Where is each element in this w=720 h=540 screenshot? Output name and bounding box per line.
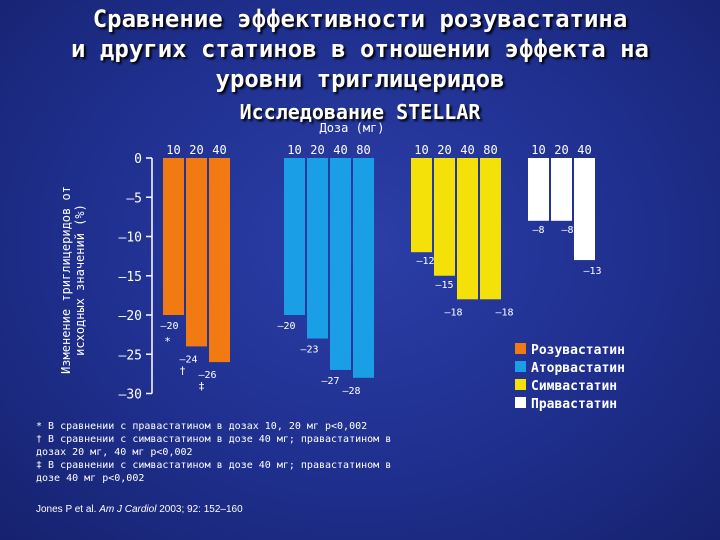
y-tick-label: –25 bbox=[119, 348, 142, 363]
y-tick-label: –5 bbox=[126, 191, 142, 206]
bar-Розувастатин bbox=[186, 158, 207, 347]
source-journal: Am J Cardiol bbox=[99, 504, 157, 515]
legend-swatch bbox=[515, 397, 526, 408]
title-line-3: уровни триглицеридов bbox=[215, 65, 505, 93]
value-label: –24 bbox=[179, 354, 197, 365]
source-suffix: 2003; 92: 152–160 bbox=[156, 504, 243, 515]
y-axis-label: Изменение триглицеридов от bbox=[59, 186, 73, 374]
source-citation: Jones P et al. Am J Cardiol 2003; 92: 15… bbox=[36, 504, 243, 515]
value-label: –18 bbox=[495, 307, 513, 318]
dose-label: 40 bbox=[333, 143, 347, 157]
value-label: –8 bbox=[561, 225, 573, 236]
bar-Правастатин bbox=[551, 158, 572, 221]
dose-label: 10 bbox=[414, 143, 428, 157]
bar-Аторвастатин bbox=[284, 158, 305, 315]
title-line-2: и других статинов в отношении эффекта на bbox=[71, 35, 649, 63]
value-label: –23 bbox=[300, 345, 318, 356]
bar-Симвастатин bbox=[457, 158, 478, 300]
dose-label: 10 bbox=[287, 143, 301, 157]
dose-label: 10 bbox=[531, 143, 545, 157]
dose-label: 20 bbox=[310, 143, 324, 157]
value-label: –20 bbox=[160, 321, 178, 332]
title-line-1: Сравнение эффективности розувастатина bbox=[92, 5, 628, 33]
bar-Симвастатин bbox=[411, 158, 432, 253]
dose-label: 40 bbox=[577, 143, 591, 157]
y-tick-label: –30 bbox=[119, 388, 142, 403]
bar-Симвастатин bbox=[434, 158, 455, 276]
significance-marker: * bbox=[164, 335, 171, 348]
legend-label: Правастатин bbox=[531, 397, 617, 412]
value-label: –8 bbox=[532, 225, 544, 236]
value-label: –28 bbox=[342, 386, 360, 397]
significance-marker: ‡ bbox=[198, 380, 205, 393]
value-label: –20 bbox=[277, 321, 295, 332]
y-axis-label: исходных значений (%) bbox=[73, 204, 87, 356]
y-tick-label: –10 bbox=[119, 231, 142, 246]
legend-label: Розувастатин bbox=[531, 343, 625, 358]
dose-label: 80 bbox=[356, 143, 370, 157]
y-tick-label: –20 bbox=[119, 309, 142, 324]
legend-swatch bbox=[515, 379, 526, 390]
value-label: –15 bbox=[435, 280, 453, 291]
dose-label: 20 bbox=[189, 143, 203, 157]
footnote-2: † В сравнении с симвастатином в дозе 40 … bbox=[36, 434, 392, 458]
significance-marker: † bbox=[179, 364, 186, 377]
bar-Аторвастатин bbox=[307, 158, 328, 339]
bar-Аторвастатин bbox=[330, 158, 351, 370]
bar-Симвастатин bbox=[480, 158, 501, 300]
y-tick-label: –15 bbox=[119, 270, 142, 285]
dose-label: 80 bbox=[483, 143, 497, 157]
bar-Правастатин bbox=[574, 158, 595, 261]
dose-label: 40 bbox=[460, 143, 474, 157]
bar-chart: 0 –5 –10 –15 –20 –25 –30 Изменение триглицеридо… bbox=[59, 121, 625, 412]
source-prefix: Jones P et al. bbox=[36, 504, 100, 515]
bar-Правастатин bbox=[528, 158, 549, 221]
value-label: –18 bbox=[444, 307, 462, 318]
value-label: –27 bbox=[321, 376, 339, 387]
legend-label: Аторвастатин bbox=[531, 361, 625, 376]
y-tick-label: 0 bbox=[134, 152, 142, 167]
chart-subtitle: Исследование STELLAR bbox=[239, 100, 481, 124]
footnote-3: ‡ В сравнении с симвастатином в дозе 40 … bbox=[36, 460, 392, 484]
value-label: –12 bbox=[416, 256, 434, 267]
legend-swatch bbox=[515, 343, 526, 354]
legend-swatch bbox=[515, 361, 526, 372]
dose-label: 40 bbox=[212, 143, 226, 157]
bar-Аторвастатин bbox=[353, 158, 374, 378]
dose-label: 10 bbox=[166, 143, 180, 157]
legend-label: Симвастатин bbox=[531, 379, 617, 394]
dose-label: 20 bbox=[437, 143, 451, 157]
footnote-1: * В сравнении с правастатином в дозах 10… bbox=[36, 421, 368, 432]
footnotes: * В сравнении с правастатином в дозах 10… bbox=[36, 420, 416, 485]
bar-Розувастатин bbox=[163, 158, 184, 315]
dose-label: 20 bbox=[554, 143, 568, 157]
bar-Розувастатин bbox=[209, 158, 230, 363]
value-label: –26 bbox=[198, 370, 216, 381]
x-axis-label: Доза (мг) bbox=[319, 121, 384, 135]
value-label: –13 bbox=[583, 266, 601, 277]
slide-title: Сравнение эффективности розувастатина и … bbox=[0, 4, 720, 94]
